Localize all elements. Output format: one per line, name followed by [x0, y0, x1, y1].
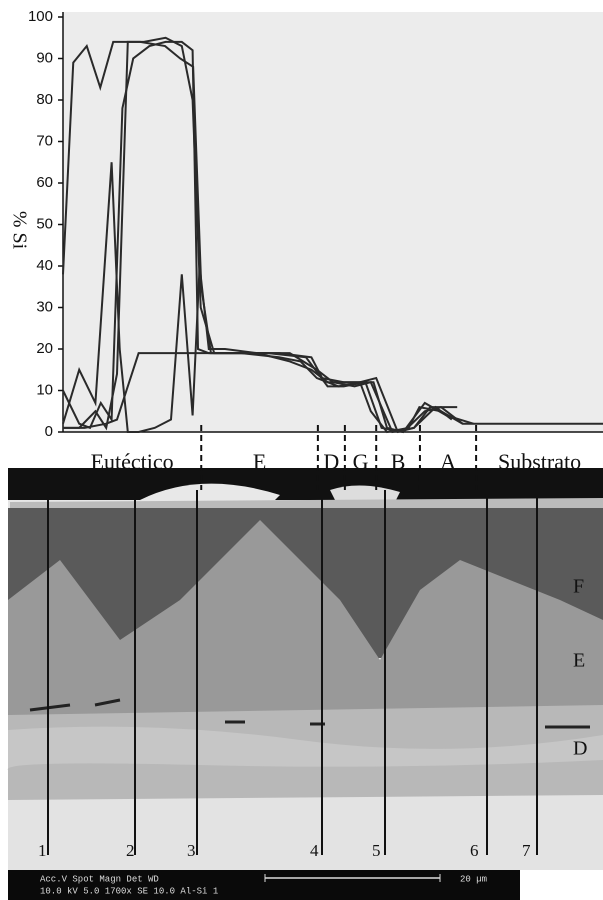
region-label: G: [353, 449, 369, 474]
region-label: D: [323, 449, 339, 474]
y-tick-label: 80: [36, 91, 53, 108]
info-line: Acc.V Spot Magn Det WD: [40, 874, 159, 884]
line: [62, 162, 474, 434]
y-tick-label: 30: [36, 298, 53, 315]
y-tick-label: 60: [36, 174, 53, 191]
y-tick-label: 50: [36, 215, 53, 232]
y-tick-label: 100: [28, 8, 53, 25]
line-label: 3: [187, 841, 196, 860]
info-line: 10.0 kV 5.0 1700x SE 10.0 Al-Si 1: [40, 886, 218, 896]
region-label: A: [440, 449, 456, 474]
y-tick-label: 20: [36, 340, 53, 357]
layer-label: E: [573, 650, 585, 672]
layer-label: D: [573, 738, 587, 760]
region-label: Eutéctico: [91, 449, 174, 474]
y-tick-label: 10: [36, 381, 53, 398]
line-label: 6: [470, 841, 479, 860]
plot-area: [63, 12, 603, 432]
y-tick-label: 70: [36, 132, 53, 149]
scale-label: 20 µm: [460, 874, 487, 884]
layer-label: F: [573, 576, 584, 598]
line-label: 1: [38, 841, 47, 860]
y-axis-label: % Si: [8, 211, 30, 250]
line-label: 7: [522, 841, 531, 860]
line-label: 5: [372, 841, 381, 860]
sem-image: [7, 468, 603, 900]
region-label: Substrato: [498, 449, 581, 474]
line: [62, 40, 458, 434]
region-label: E: [253, 449, 266, 474]
region-label: B: [391, 449, 406, 474]
line-label: 4: [310, 841, 319, 860]
line: [63, 36, 453, 434]
line-label: 2: [126, 841, 135, 860]
y-tick-label: 90: [36, 49, 53, 66]
y-tick-label: 40: [36, 257, 53, 274]
y-tick-label: 0: [45, 423, 53, 440]
